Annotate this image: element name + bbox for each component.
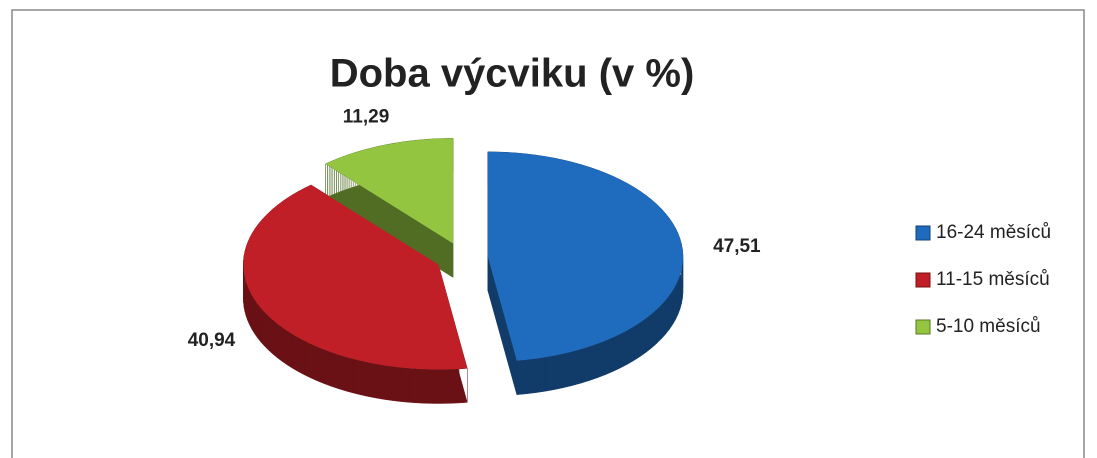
data-label: 47,51 [713,236,761,257]
data-label: 40,94 [188,330,236,351]
legend-label: 5-10 měsíců [936,316,1041,337]
legend-swatch [915,319,931,335]
legend-swatch [915,225,931,241]
legend-label: 11-15 měsíců [936,269,1050,290]
slice [487,151,683,361]
legend-label: 16-24 měsíců [936,222,1051,243]
legend-swatch [915,272,931,288]
chart-title: Doba výcviku (v %) [330,52,695,96]
data-label: 11,29 [343,106,390,127]
slice [243,184,468,370]
slice [325,138,453,244]
